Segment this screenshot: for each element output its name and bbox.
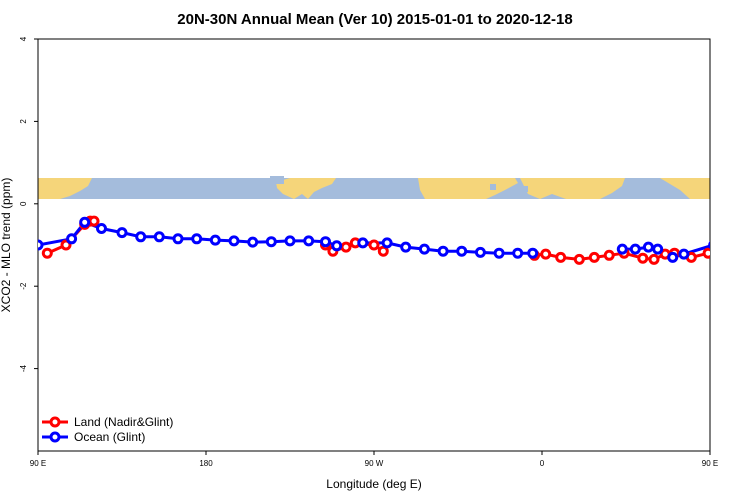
data-point-ocean — [527, 247, 539, 259]
y-tick-label: 4 — [19, 36, 28, 41]
map-land-north-africa — [418, 178, 518, 199]
data-point-ocean — [616, 243, 628, 255]
data-point-land — [637, 252, 649, 264]
map-land-north-america — [276, 178, 336, 199]
data-point-ocean — [153, 231, 165, 243]
map-water-sea-1 — [490, 184, 496, 190]
data-point-ocean — [740, 233, 748, 241]
data-point-ocean — [331, 240, 343, 252]
data-point-ocean — [667, 251, 679, 263]
data-point-land — [743, 220, 750, 228]
y-axis-label: XCO2 - MLO trend (ppm) — [0, 178, 13, 313]
data-point-land — [588, 251, 600, 263]
data-point-ocean — [191, 233, 203, 245]
data-point-land — [573, 253, 585, 265]
legend: Land (Nadir&Glint) Ocean (Glint) — [42, 415, 173, 444]
data-point-ocean — [708, 240, 710, 250]
data-point-ocean — [629, 243, 641, 255]
data-point-land — [60, 239, 72, 251]
legend-marker-land — [49, 416, 61, 428]
data-point-ocean — [135, 231, 147, 243]
map-band — [38, 176, 710, 199]
data-point-ocean — [96, 223, 107, 234]
legend-label-ocean: Ocean (Glint) — [74, 430, 145, 444]
legend-label-land: Land (Nadir&Glint) — [74, 415, 173, 429]
data-point-ocean — [284, 235, 296, 247]
data-point-ocean — [418, 243, 430, 255]
data-point-ocean — [456, 245, 468, 257]
y-tick-label: 0 — [19, 201, 28, 206]
data-point-ocean — [303, 235, 315, 247]
data-point-ocean — [66, 233, 78, 245]
data-point-land — [88, 215, 100, 227]
data-point-ocean — [228, 235, 240, 247]
data-point-ocean — [320, 236, 331, 248]
x-tick-label: 90 E — [702, 459, 718, 468]
data-point-ocean — [474, 246, 486, 258]
x-axis-label: Longitude (deg E) — [326, 477, 421, 491]
data-point-ocean — [717, 241, 725, 249]
data-point-ocean — [678, 248, 690, 260]
data-point-land — [721, 243, 729, 251]
map-land-asia-east — [660, 178, 710, 199]
data-point-ocean — [642, 241, 654, 253]
data-point-ocean — [79, 216, 91, 228]
y-tick-label: -2 — [19, 282, 28, 290]
map-water-sea-2 — [520, 186, 528, 192]
data-point-ocean — [247, 236, 259, 248]
data-point-land — [377, 245, 389, 257]
data-point-ocean — [652, 243, 664, 255]
data-point-land — [540, 248, 552, 260]
data-point-ocean — [437, 245, 449, 257]
data-point-land — [648, 253, 660, 265]
data-point-ocean — [265, 236, 277, 248]
map-land-asia — [38, 178, 92, 199]
y-tick-label: -4 — [19, 364, 28, 372]
data-point-ocean — [172, 233, 184, 245]
series-line-land — [534, 250, 710, 261]
map-land-arabia-india — [520, 178, 625, 199]
data-point-land — [41, 247, 53, 259]
data-point-ocean — [357, 237, 369, 249]
data-point-ocean — [116, 227, 128, 239]
data-point-land — [603, 249, 615, 261]
legend-marker-ocean — [49, 431, 61, 443]
data-point-ocean — [381, 237, 393, 249]
x-tick-label: 0 — [540, 459, 545, 468]
y-axis: 4 2 0 -2 -4 — [19, 36, 38, 372]
data-point-ocean — [209, 234, 221, 246]
x-tick-label: 90 E — [30, 459, 46, 468]
series-layer — [38, 215, 750, 265]
chart-title: 20N-30N Annual Mean (Ver 10) 2015-01-01 … — [177, 11, 572, 28]
data-point-land — [702, 247, 710, 259]
x-tick-label: 90 W — [365, 459, 384, 468]
data-point-ocean — [38, 239, 44, 251]
data-point-land — [555, 251, 567, 263]
map-water-gulf — [270, 176, 284, 184]
data-point-ocean — [400, 241, 412, 253]
data-point-ocean — [493, 247, 505, 259]
data-point-land — [340, 241, 352, 253]
y-tick-label: 2 — [19, 119, 28, 124]
data-point-ocean — [512, 247, 524, 259]
data-point-land — [368, 239, 380, 251]
x-tick-label: 180 — [199, 459, 213, 468]
